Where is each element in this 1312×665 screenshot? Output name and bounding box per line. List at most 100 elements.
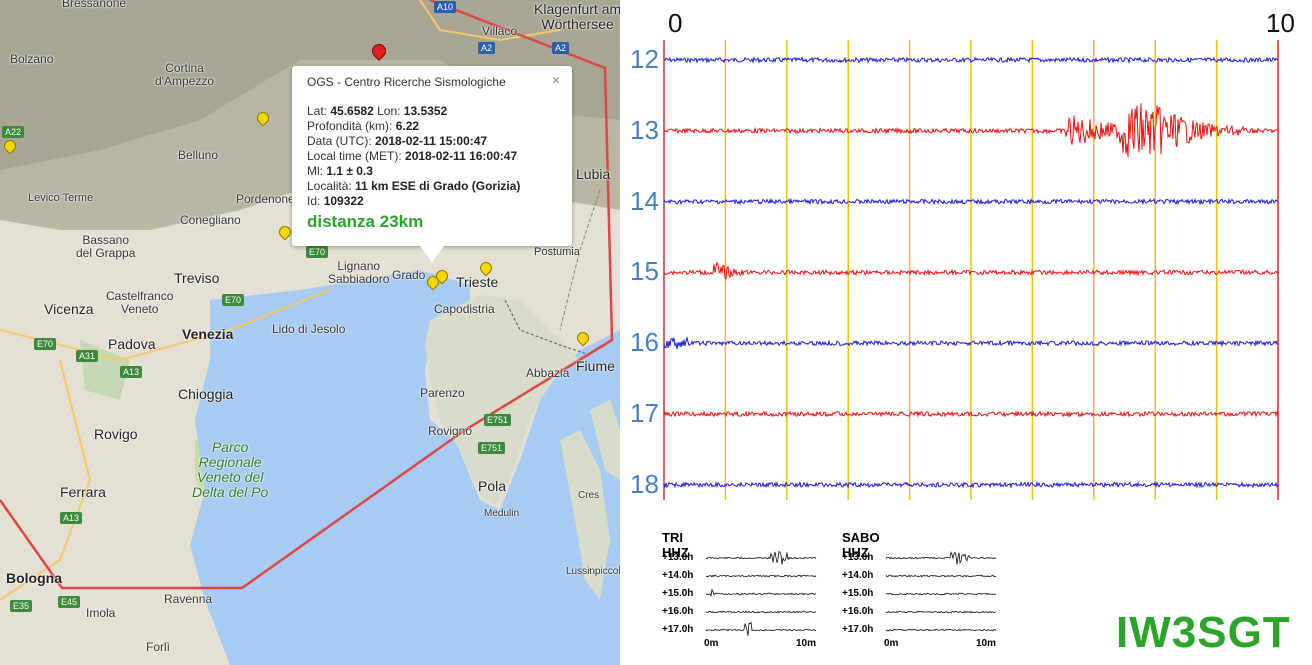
station-trace: [705, 588, 817, 597]
hour-label: 14: [630, 185, 659, 216]
station-trace: [705, 610, 817, 614]
id-row: Id: 109322: [307, 194, 520, 209]
town-label: Conegliano: [180, 213, 241, 227]
town-label: Lido di Jesolo: [272, 322, 346, 336]
station-trace: [885, 610, 997, 614]
station-trace-plot: [885, 551, 997, 632]
coordinates-row: Lat: 45.6582 Lon: 13.5352: [307, 104, 520, 119]
utc-label: Data (UTC):: [307, 134, 372, 148]
town-label: Venezia: [182, 326, 234, 342]
popup-title: OGS - Centro Ricerche Sismologiche: [307, 75, 506, 89]
callsign-label: IW3SGT: [1116, 608, 1291, 657]
trace-line: [663, 335, 1279, 350]
road-shield: A13: [120, 366, 143, 378]
town-label: Chioggia: [178, 386, 234, 402]
road-shield: A22: [2, 126, 25, 138]
trace-line: [663, 103, 1279, 157]
station-row-label: +14.0h: [662, 570, 694, 581]
station-trace: [705, 550, 817, 565]
lat-label: Lat:: [307, 104, 328, 118]
road-shield: A2: [552, 42, 570, 54]
trace-line: [663, 409, 1279, 418]
town-label: Abbazia: [526, 366, 570, 380]
road-shield: E751: [478, 442, 506, 454]
town-label: Castelfranco Veneto: [106, 289, 174, 316]
helicorder-plot: [663, 40, 1279, 500]
town-label: Lubia: [576, 166, 611, 182]
town-label: Bressanone: [62, 0, 127, 10]
town-label: Lignano Sabbiadoro: [328, 259, 390, 286]
met-row: Local time (MET): 2018-02-11 16:00:47: [307, 149, 520, 164]
town-label: Padova: [108, 336, 156, 352]
location-label: Località:: [307, 179, 352, 193]
station-x-end: 10m: [796, 638, 817, 649]
x-axis-end-label: 10: [1266, 8, 1295, 38]
magnitude-row: Ml: 1.1 ± 0.3: [307, 164, 520, 179]
trace-line: [663, 197, 1279, 206]
station-x-start: 0m: [704, 638, 719, 649]
hour-label: 18: [630, 468, 659, 499]
x-axis-start-label: 0: [668, 8, 683, 38]
town-label: Klagenfurt am Wörthersee: [534, 1, 620, 32]
hour-label: 16: [630, 327, 659, 358]
magnitude-value: 1.1 ± 0.3: [326, 164, 373, 178]
station-row-label: +16.0h: [662, 606, 694, 617]
hour-label: 12: [630, 44, 659, 74]
station-name: SABO HHZ: [842, 530, 880, 560]
town-label: Villaco: [482, 24, 518, 38]
met-label: Local time (MET):: [307, 149, 402, 163]
station-row-label: +17.0h: [662, 624, 694, 635]
town-label: Parenzo: [420, 386, 465, 400]
hour-label: 13: [630, 114, 659, 145]
road-shield: E70: [34, 338, 57, 350]
station-row-label: +14.0h: [842, 570, 874, 581]
town-label: Trieste: [456, 274, 499, 290]
station-row-label: +13.0h: [662, 552, 694, 563]
met-value: 2018-02-11 16:00:47: [405, 149, 518, 163]
town-label: Vicenza: [44, 301, 94, 317]
road-shield: E751: [484, 414, 512, 426]
town-label: Treviso: [174, 270, 220, 286]
town-label: Parco Regionale Veneto del Delta del Po: [192, 439, 269, 500]
station-x-end: 10m: [976, 638, 997, 649]
road-shield: A10: [434, 1, 457, 13]
town-label: Ravenna: [164, 592, 213, 606]
id-label: Id:: [307, 194, 321, 208]
station-name: TRI HHZ: [662, 530, 689, 560]
depth-value: 6.22: [395, 119, 420, 133]
town-label: Cres: [578, 490, 600, 501]
road-shield: E70: [222, 294, 245, 306]
distance-text: distanza 23km: [307, 212, 424, 231]
road-shield: A31: [76, 350, 99, 362]
town-label: Postumia: [534, 246, 580, 258]
town-label: Belluno: [178, 148, 219, 162]
station-trace-plot: [705, 550, 817, 636]
town-label: Levico Terme: [28, 192, 94, 204]
town-label: Ferrara: [60, 484, 106, 500]
lon-label: Lon:: [377, 104, 401, 118]
road-shield: A13: [60, 512, 83, 524]
station-trace: [705, 574, 817, 578]
town-label: Grado: [392, 268, 426, 282]
station-x-start: 0m: [884, 638, 899, 649]
id-value: 109322: [323, 194, 364, 208]
hour-label: 15: [630, 256, 659, 287]
station-row-label: +15.0h: [662, 588, 694, 599]
earthquake-map[interactable]: Bressanone Bolzano Cortina d'Ampezzo Vil…: [0, 0, 620, 665]
depth-row: Profondità (km): 6.22: [307, 119, 520, 134]
utc-row: Data (UTC): 2018-02-11 15:00:47: [307, 134, 520, 149]
helicorder-panel: [620, 0, 1312, 665]
trace-line: [663, 480, 1279, 489]
close-icon[interactable]: ×: [551, 72, 560, 88]
lat-value: 45.6582: [330, 104, 374, 118]
station-trace: [885, 551, 996, 565]
road-shield: E70: [306, 246, 329, 258]
town-label: Imola: [86, 606, 116, 620]
town-label: Rovigno: [428, 424, 473, 438]
town-label: Bolzano: [10, 52, 54, 66]
town-label: Rovigo: [94, 426, 138, 442]
town-label: Forlì: [146, 640, 170, 654]
lon-value: 13.5352: [403, 104, 448, 118]
road-shield: E45: [58, 596, 81, 608]
station-row-label: +16.0h: [842, 606, 874, 617]
